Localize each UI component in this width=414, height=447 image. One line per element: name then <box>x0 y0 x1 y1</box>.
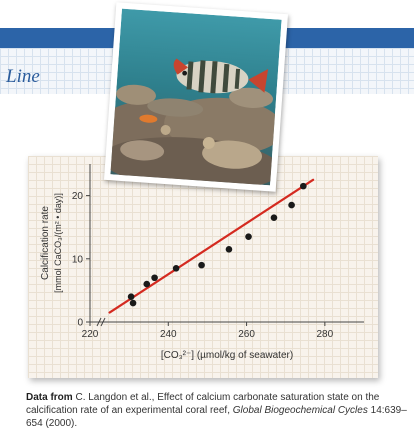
figure-caption: Data from C. Langdon et al., Effect of c… <box>26 391 410 430</box>
chart-panel: 0 10 20 220 240 260 280 [CO₃²⁻] (µmol/kg of sea… <box>28 156 378 378</box>
data-point <box>288 201 295 209</box>
data-point <box>172 264 180 272</box>
y-axis-label-line2: [mmol CaCO₃/(m² • day)] <box>53 193 63 293</box>
x-axis-label: [CO₃²⁻] (µmol/kg of seawater) <box>161 350 293 361</box>
data-point <box>300 182 307 190</box>
trend-line <box>108 178 315 314</box>
caption-authors: C. Langdon et al., Effect of calcium car… <box>26 392 380 416</box>
data-point <box>129 299 137 307</box>
x-tick-label: 280 <box>317 329 334 340</box>
data-point <box>127 293 135 301</box>
y-tick-label: 10 <box>72 254 84 265</box>
section-title: Line <box>6 66 40 87</box>
x-tick-label: 260 <box>238 329 255 340</box>
x-tick-label: 240 <box>160 329 177 340</box>
data-point <box>198 261 205 269</box>
data-point <box>270 214 278 222</box>
data-point <box>151 274 158 282</box>
axis-break-mark <box>100 317 106 327</box>
caption-journal: Global Biogeochemical Cycles <box>232 405 368 416</box>
y-axis-label-line1: Calcification rate <box>40 206 51 280</box>
data-point <box>225 246 233 253</box>
data-point <box>143 280 151 288</box>
caption-lead: Data from <box>26 392 73 403</box>
reef-fish-illustration <box>110 8 282 186</box>
y-tick-label: 20 <box>72 191 84 202</box>
reef-photo <box>104 2 288 192</box>
y-tick-label: 0 <box>77 318 83 329</box>
data-point <box>245 233 252 240</box>
axis-break-mark <box>96 317 102 327</box>
caption-citation: 14:639–654 (2000). <box>26 405 407 429</box>
x-tick-label: 220 <box>82 329 99 340</box>
scatter-chart: 0 10 20 220 240 260 280 [CO₃²⁻] (µmol/kg of sea… <box>40 164 364 361</box>
